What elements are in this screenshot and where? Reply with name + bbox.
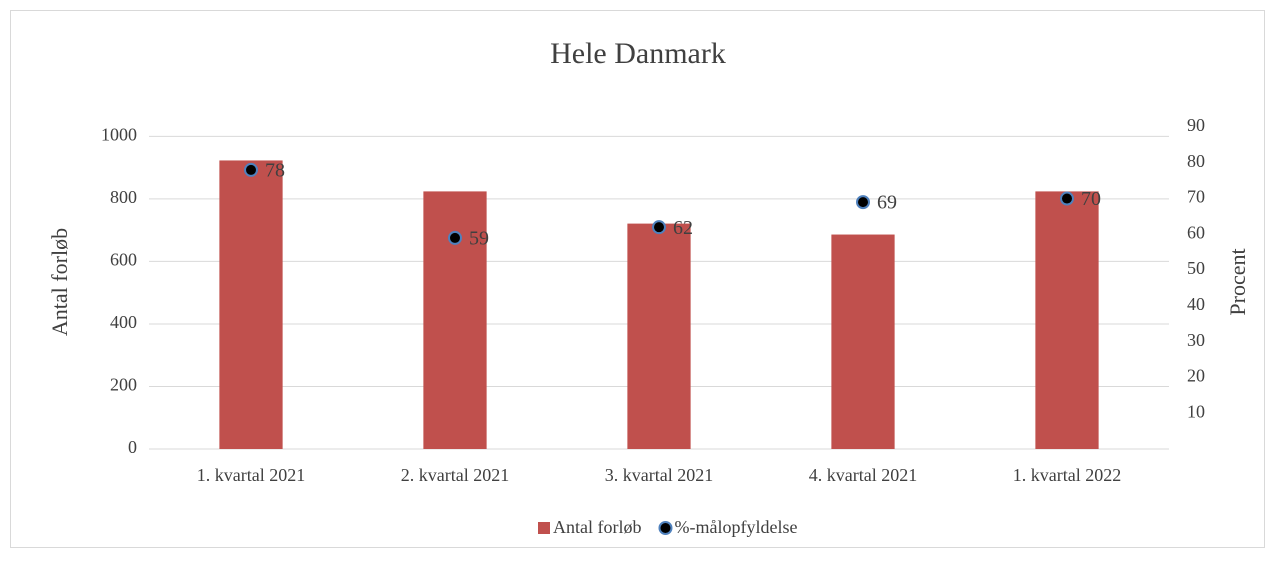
data-label: 59 [469,228,489,250]
data-label: 69 [877,192,897,214]
data-label: 62 [673,217,693,239]
x-tick-label: 1. kvartal 2022 [1013,465,1121,485]
y2-tick-label: 60 [1187,222,1205,242]
data-point [448,230,462,245]
x-tick-label: 3. kvartal 2021 [605,465,713,485]
legend-label: Antal forløb [553,517,641,537]
x-tick-label: 4. kvartal 2021 [809,465,917,485]
legend-label: %-målopfyldelse [674,517,797,537]
bar [627,223,691,449]
bar [831,234,895,449]
y2-tick-label: 90 [1187,115,1205,135]
data-label: 70 [1081,188,1101,210]
y-tick-label: 0 [128,437,137,457]
chart-title: Hele Danmark [550,37,726,70]
y-tick-label: 800 [110,187,137,207]
x-tick-label: 1. kvartal 2021 [197,465,305,485]
bar [219,160,283,449]
y2-tick-label: 40 [1187,294,1205,314]
data-point [244,162,258,177]
y-tick-label: 1000 [101,125,137,145]
data-point [652,220,666,235]
legend-swatch [658,521,673,535]
y2-tick-label: 10 [1187,401,1205,421]
y2-tick-label: 30 [1187,330,1205,350]
y-tick-label: 600 [110,250,137,270]
data-point [856,195,870,210]
x-tick-label: 2. kvartal 2021 [401,465,509,485]
y2-tick-label: 50 [1187,258,1205,278]
y-axis-label: Antal forløb [47,228,72,336]
bar [1035,191,1099,449]
data-label: 78 [265,160,285,182]
legend-swatch [538,522,550,534]
y2-tick-label: 80 [1187,151,1205,171]
y2-tick-label: 70 [1187,187,1205,207]
y-tick-label: 200 [110,375,137,395]
y-tick-label: 400 [110,312,137,332]
y2-axis-label: Procent [1225,248,1250,315]
y2-tick-label: 20 [1187,366,1205,386]
data-point [1060,191,1074,206]
